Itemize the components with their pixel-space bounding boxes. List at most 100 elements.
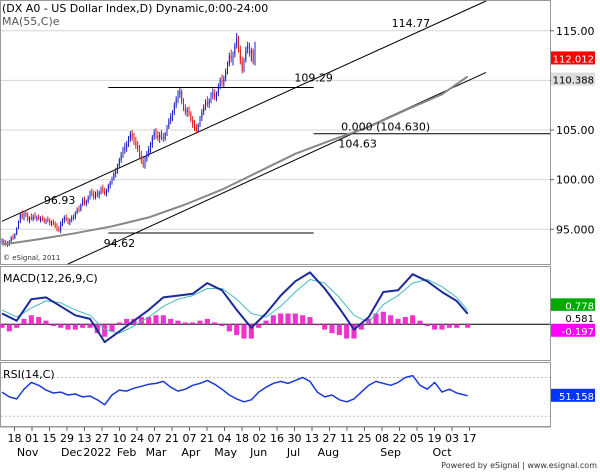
candle-body — [63, 217, 65, 221]
candle-body — [61, 220, 64, 224]
candle-body — [16, 228, 18, 235]
candle-body — [182, 102, 185, 109]
candle-body — [39, 218, 42, 220]
candle-body — [138, 148, 141, 156]
x-tick-label: 21 — [200, 432, 214, 445]
macd-signal-tag: 0.778 — [565, 301, 594, 312]
candle-body — [104, 191, 106, 194]
candle-body — [144, 158, 146, 165]
candle-body — [241, 61, 243, 71]
macd-hist-bar — [58, 324, 64, 328]
rsi-tags: 51.158 — [551, 388, 595, 403]
candle-body — [115, 170, 117, 174]
candle-body — [129, 133, 131, 139]
candle-body — [186, 110, 188, 113]
candle-body — [83, 199, 86, 204]
price-annotation: 0.000 (104.630) — [341, 121, 430, 134]
macd-hist-bar — [439, 324, 445, 330]
candle-body — [107, 185, 109, 191]
macd-hist-bar — [153, 315, 159, 325]
x-tick-label: 11 — [340, 432, 354, 445]
macd-hist-bar — [388, 315, 394, 325]
macd-hist-bar — [204, 318, 210, 325]
candle-body — [120, 154, 122, 160]
x-tick-label: 27 — [323, 432, 337, 445]
macd-hist-bar — [175, 320, 181, 325]
candle-body — [3, 240, 5, 244]
candle-body — [124, 147, 126, 150]
candle-body — [151, 136, 153, 145]
candle-body — [225, 71, 227, 79]
candle-body — [67, 220, 69, 223]
x-month-label: Sep — [380, 446, 401, 459]
x-tick-label: 13 — [78, 432, 92, 445]
x-tick-label: 03 — [445, 432, 459, 445]
candle-body — [153, 132, 155, 137]
macd-hist-bar — [380, 311, 386, 325]
candle-body — [76, 209, 78, 213]
candle-body — [14, 234, 16, 239]
candle-body — [91, 192, 93, 195]
rsi-lines — [1, 374, 468, 406]
candle-body — [179, 91, 181, 95]
x-month-label: Oct — [432, 446, 452, 459]
candle-body — [69, 219, 71, 223]
candle-body — [248, 45, 251, 54]
candle-body — [199, 118, 201, 126]
macd-hist-bar — [36, 317, 42, 325]
x-month-label: Jun — [249, 446, 267, 459]
macd-hist-bar — [124, 318, 130, 325]
candle-body — [254, 60, 256, 63]
macd-hist-bar — [465, 324, 471, 328]
candle-body — [236, 37, 238, 46]
macd-hist-bar — [6, 324, 12, 332]
price-annotation: 114.77 — [392, 17, 431, 30]
macd-hist-bar — [72, 324, 78, 330]
ma-value-tag: 110.388 — [553, 76, 594, 87]
macd-hist-bar — [87, 324, 93, 328]
candle-body — [188, 110, 190, 115]
ma-label: MA(55,C)e — [2, 15, 60, 28]
candle-body — [228, 55, 230, 65]
x-tick-label: 02 — [253, 432, 267, 445]
macd-hist-bar — [336, 324, 342, 335]
candle-body — [250, 50, 252, 54]
candle-body — [10, 237, 12, 242]
candle-body — [50, 222, 53, 224]
macd-hist-bar — [241, 324, 247, 339]
candle-body — [239, 49, 241, 62]
x-tick-label: 18 — [8, 432, 22, 445]
candle-body — [127, 138, 130, 144]
candle-body — [226, 64, 229, 72]
ma-55-line — [1, 75, 469, 246]
price-hlines — [108, 86, 550, 234]
x-month-label: May — [214, 446, 237, 459]
price-annotation: 94.62 — [104, 237, 136, 250]
macd-hist-bar — [190, 322, 196, 325]
candle-body — [87, 197, 89, 202]
candle-body — [184, 108, 186, 113]
macd-hist-bar — [278, 313, 284, 325]
candle-body — [214, 93, 216, 98]
candle-body — [78, 209, 80, 211]
rsi-panel-frame — [0, 362, 551, 427]
candle-body — [93, 194, 95, 198]
macd-hist-tag: -0.197 — [562, 327, 594, 338]
candle-body — [43, 220, 45, 222]
macd-hist-bar — [21, 318, 27, 325]
candle-body — [212, 93, 214, 96]
x-tick-label: 25 — [358, 432, 372, 445]
candle-body — [60, 223, 62, 231]
macd-lines — [1, 271, 469, 344]
candle-body — [192, 120, 194, 126]
x-tick-label: 15 — [43, 432, 57, 445]
candle-body — [111, 178, 113, 183]
macd-hist-bar — [248, 324, 254, 339]
candle-body — [102, 188, 104, 192]
macd-hist-bar — [322, 324, 328, 330]
macd-hist-bar — [263, 320, 269, 325]
candle-body — [47, 219, 49, 222]
candle-body — [208, 101, 210, 105]
macd-hist-tag-bg — [551, 323, 595, 337]
x-month-label: Jul — [286, 446, 300, 459]
